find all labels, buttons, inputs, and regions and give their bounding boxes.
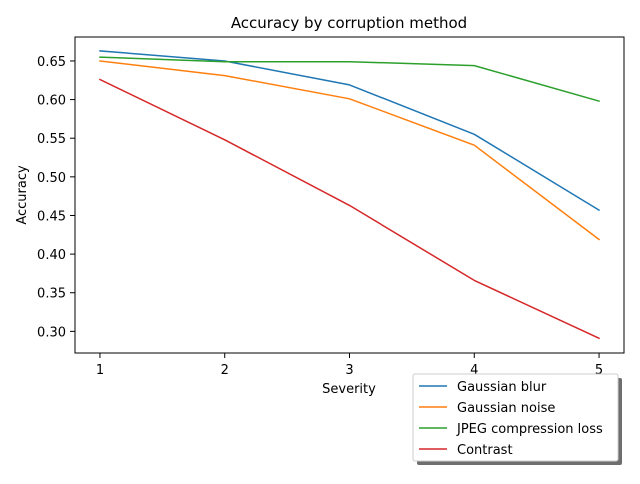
x-axis-label: Severity: [322, 382, 376, 397]
y-tick-label: 0.45: [37, 209, 66, 224]
y-tick-label: 0.50: [37, 171, 66, 186]
x-tick-label: 2: [221, 363, 229, 378]
legend-label-1: Gaussian noise: [457, 401, 555, 416]
y-tick-label: 0.65: [37, 55, 66, 70]
plot-area: [98, 50, 601, 340]
legend-label-3: Contrast: [457, 443, 513, 458]
legend-box: [412, 373, 619, 462]
series-line-3: [98, 78, 600, 340]
y-axis-label: Accuracy: [15, 165, 30, 225]
x-tick-label: 1: [96, 363, 104, 378]
series-line-2: [99, 56, 600, 103]
chart-title: Accuracy by corruption method: [231, 14, 467, 32]
legend: Gaussian blur Gaussian noise JPEG compress…: [412, 373, 622, 465]
x-axis: 1 2 3 4 5: [96, 353, 603, 378]
y-tick-label: 0.30: [37, 325, 66, 340]
y-tick-label: 0.35: [37, 287, 66, 302]
x-tick-label: 4: [470, 363, 478, 378]
x-tick-label: 3: [345, 363, 353, 378]
y-axis: 0.30 0.35 0.40 0.45 0.50 0.55 0.60 0.65: [37, 55, 75, 340]
x-tick-label: 5: [595, 363, 603, 378]
legend-label-2: JPEG compression loss: [456, 422, 603, 437]
y-tick-label: 0.40: [37, 248, 66, 263]
series-line-0: [99, 50, 601, 212]
legend-label-0: Gaussian blur: [457, 380, 547, 395]
series-line-1: [99, 60, 601, 241]
y-tick-label: 0.55: [37, 132, 66, 147]
y-tick-label: 0.60: [37, 94, 66, 109]
